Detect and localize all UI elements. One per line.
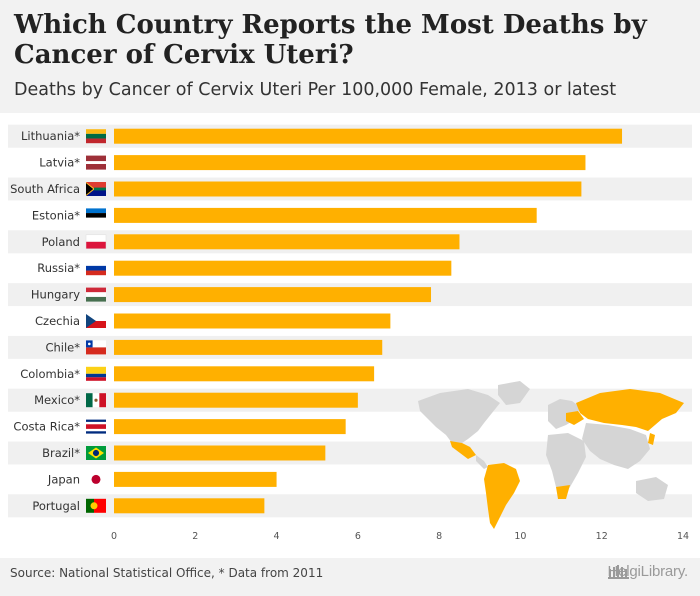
source-note: Source: National Statistical Office, * D… — [10, 566, 324, 580]
category-label: South Africa — [10, 182, 80, 196]
brand-logo[interactable]: HelgiLibrary. — [607, 563, 689, 580]
russia-flag-icon — [86, 261, 106, 276]
bar[interactable] — [114, 260, 452, 276]
category-label: Mexico* — [34, 393, 80, 407]
x-tick-label: 6 — [355, 531, 361, 542]
map-north-america — [418, 389, 500, 443]
brazil-flag-icon — [86, 446, 106, 460]
map-europe — [548, 399, 580, 429]
poland-flag-icon — [85, 234, 107, 250]
category-label: Estonia* — [32, 208, 80, 222]
bar[interactable] — [114, 181, 582, 197]
x-tick-label: 8 — [436, 531, 442, 542]
latvia-flag-icon — [86, 155, 106, 170]
south-africa-flag-icon — [86, 182, 106, 196]
bar[interactable] — [114, 155, 586, 171]
map-asia — [582, 423, 650, 469]
hungary-flag-icon — [86, 287, 106, 302]
category-label: Poland — [42, 235, 80, 249]
lithuania-flag-icon — [86, 129, 106, 144]
map-south-america — [484, 463, 520, 529]
bar[interactable] — [114, 207, 537, 223]
bar[interactable] — [114, 498, 265, 514]
world-map — [418, 381, 684, 529]
bar[interactable] — [114, 287, 432, 303]
bar[interactable] — [114, 128, 623, 144]
x-tick-label: 2 — [192, 531, 198, 542]
czechia-flag-icon — [86, 314, 106, 328]
japan-flag-icon — [91, 474, 101, 484]
category-label: Chile* — [45, 340, 80, 354]
category-label: Japan — [47, 472, 80, 486]
x-tick-label: 0 — [111, 531, 117, 542]
category-label: Russia* — [37, 261, 80, 275]
portugal-flag-icon — [86, 498, 106, 513]
bar[interactable] — [114, 419, 346, 435]
map-central-america — [476, 455, 488, 469]
bar[interactable] — [114, 339, 383, 355]
page-title: Which Country Reports the Most Deaths by… — [14, 10, 647, 70]
category-label: Hungary — [31, 288, 80, 302]
map-europe-highlight — [566, 411, 584, 425]
bar-chart: Lithuania* Latvia* South Africa Estonia* Pol… — [8, 124, 692, 542]
category-label: Colombia* — [20, 367, 80, 381]
map-africa — [546, 433, 586, 497]
category-label: Latvia* — [39, 156, 80, 170]
brand-name: HelgiLibrary. — [607, 563, 689, 580]
estonia-flag-icon — [86, 208, 106, 223]
mexico-flag-icon — [86, 393, 106, 408]
map-australia — [636, 477, 668, 501]
bar[interactable] — [114, 445, 326, 461]
x-tick-label: 10 — [514, 531, 526, 542]
row-band — [8, 494, 692, 518]
category-label: Czechia — [35, 314, 80, 328]
chart-area: Lithuania* Latvia* South Africa Estonia* Pol… — [0, 113, 700, 558]
colombia-flag-icon — [86, 366, 106, 381]
map-japan — [648, 433, 655, 445]
map-russia — [576, 389, 684, 431]
costa-rica-flag-icon — [86, 419, 106, 434]
map-mexico — [450, 441, 476, 459]
category-label: Lithuania* — [21, 129, 80, 143]
category-label: Brazil* — [42, 446, 80, 460]
category-label: Costa Rica* — [13, 420, 80, 434]
footer: Source: National Statistical Office, * D… — [0, 558, 700, 596]
bar[interactable] — [114, 471, 277, 487]
x-tick-label: 12 — [596, 531, 608, 542]
x-tick-label: 14 — [677, 531, 689, 542]
row-band — [8, 467, 692, 491]
map-greenland — [498, 381, 530, 405]
bar[interactable] — [114, 366, 375, 382]
chile-flag-icon — [86, 340, 106, 355]
bar[interactable] — [114, 313, 391, 329]
header: Which Country Reports the Most Deaths by… — [0, 0, 700, 113]
bar[interactable] — [114, 234, 460, 250]
chart-subtitle: Deaths by Cancer of Cervix Uteri Per 100… — [14, 80, 617, 100]
map-south-africa — [556, 485, 570, 499]
bar[interactable] — [114, 392, 358, 408]
library-icon — [607, 565, 629, 579]
category-label: Portugal — [32, 499, 80, 513]
x-tick-label: 4 — [274, 531, 280, 542]
